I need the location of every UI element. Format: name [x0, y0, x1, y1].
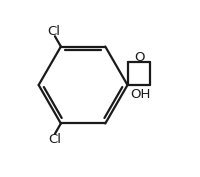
Text: OH: OH — [130, 88, 150, 101]
Text: Cl: Cl — [48, 133, 61, 146]
Text: O: O — [134, 51, 144, 64]
Text: Cl: Cl — [47, 25, 60, 38]
